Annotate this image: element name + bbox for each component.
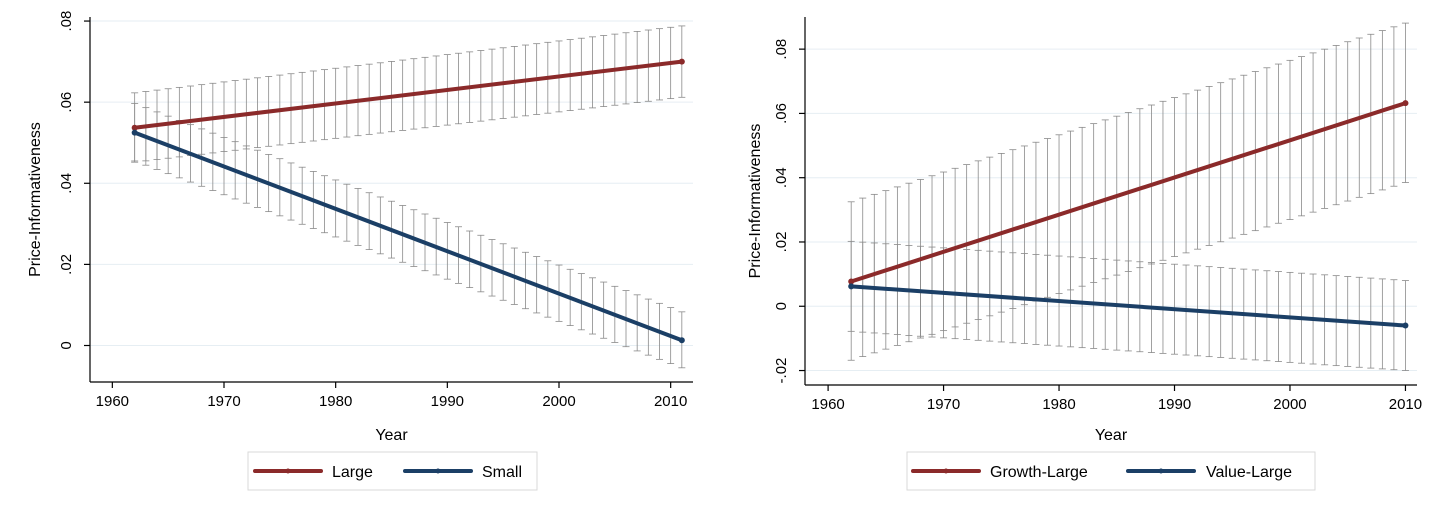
x-tick-label: 2000 xyxy=(1273,396,1306,413)
chart-left: 0 .02 .04 .06 .08 1960 1970 1980 1990 2000 2010 Pri… xyxy=(27,11,693,491)
series-line xyxy=(849,284,1408,328)
y-tick-label: -.02 xyxy=(773,358,790,384)
legend-label: Large xyxy=(332,464,373,481)
series-point xyxy=(131,129,138,136)
y-tick-label: .06 xyxy=(773,103,790,124)
series-line xyxy=(849,101,1408,284)
legend-marker xyxy=(943,468,949,474)
series-point xyxy=(678,58,685,65)
x-tick-label: 1990 xyxy=(1158,396,1191,413)
legend-marker xyxy=(285,468,291,474)
x-tick-label: 1960 xyxy=(811,396,844,413)
x-tick-label: 2010 xyxy=(1389,396,1422,413)
series-point xyxy=(1402,322,1409,329)
x-tick-label: 1970 xyxy=(927,396,960,413)
x-tick-label: 2000 xyxy=(542,393,575,410)
y-tick-label: .08 xyxy=(773,39,790,60)
x-axis-title: Year xyxy=(1095,427,1128,444)
legend-marker xyxy=(435,468,441,474)
y-tick-label: .08 xyxy=(58,11,75,32)
x-tick-label: 1990 xyxy=(431,393,464,410)
y-tick-label: .02 xyxy=(58,254,75,275)
legend-label: Small xyxy=(482,464,522,481)
series-point xyxy=(678,337,685,344)
y-tick-label: .04 xyxy=(58,173,75,194)
y-tick-label: 0 xyxy=(58,341,75,349)
chart-right: -.02 0 .02 .04 .06 .08 1960 1970 1980 1990 2000 201… xyxy=(747,17,1422,491)
x-tick-label: 1970 xyxy=(207,393,240,410)
series-point xyxy=(131,124,138,131)
series-point xyxy=(848,283,855,290)
y-tick-label: 0 xyxy=(773,302,790,310)
series-line xyxy=(132,130,684,343)
y-axis-title: Price-Informativeness xyxy=(747,124,764,279)
x-axis-title: Year xyxy=(375,427,408,444)
x-tick-label: 2010 xyxy=(654,393,687,410)
legend-label: Value-Large xyxy=(1206,464,1292,481)
y-tick-label: .02 xyxy=(773,232,790,253)
x-tick-label: 1980 xyxy=(319,393,352,410)
legend-marker xyxy=(1158,468,1164,474)
series-point xyxy=(1402,100,1409,107)
x-tick-label: 1960 xyxy=(96,393,129,410)
series-line xyxy=(132,59,684,130)
legend-label: Growth-Large xyxy=(990,464,1088,481)
y-tick-label: .04 xyxy=(773,167,790,188)
y-axis-title: Price-Informativeness xyxy=(27,122,44,277)
x-tick-label: 1980 xyxy=(1042,396,1075,413)
y-tick-label: .06 xyxy=(58,92,75,113)
series-point xyxy=(848,278,855,285)
